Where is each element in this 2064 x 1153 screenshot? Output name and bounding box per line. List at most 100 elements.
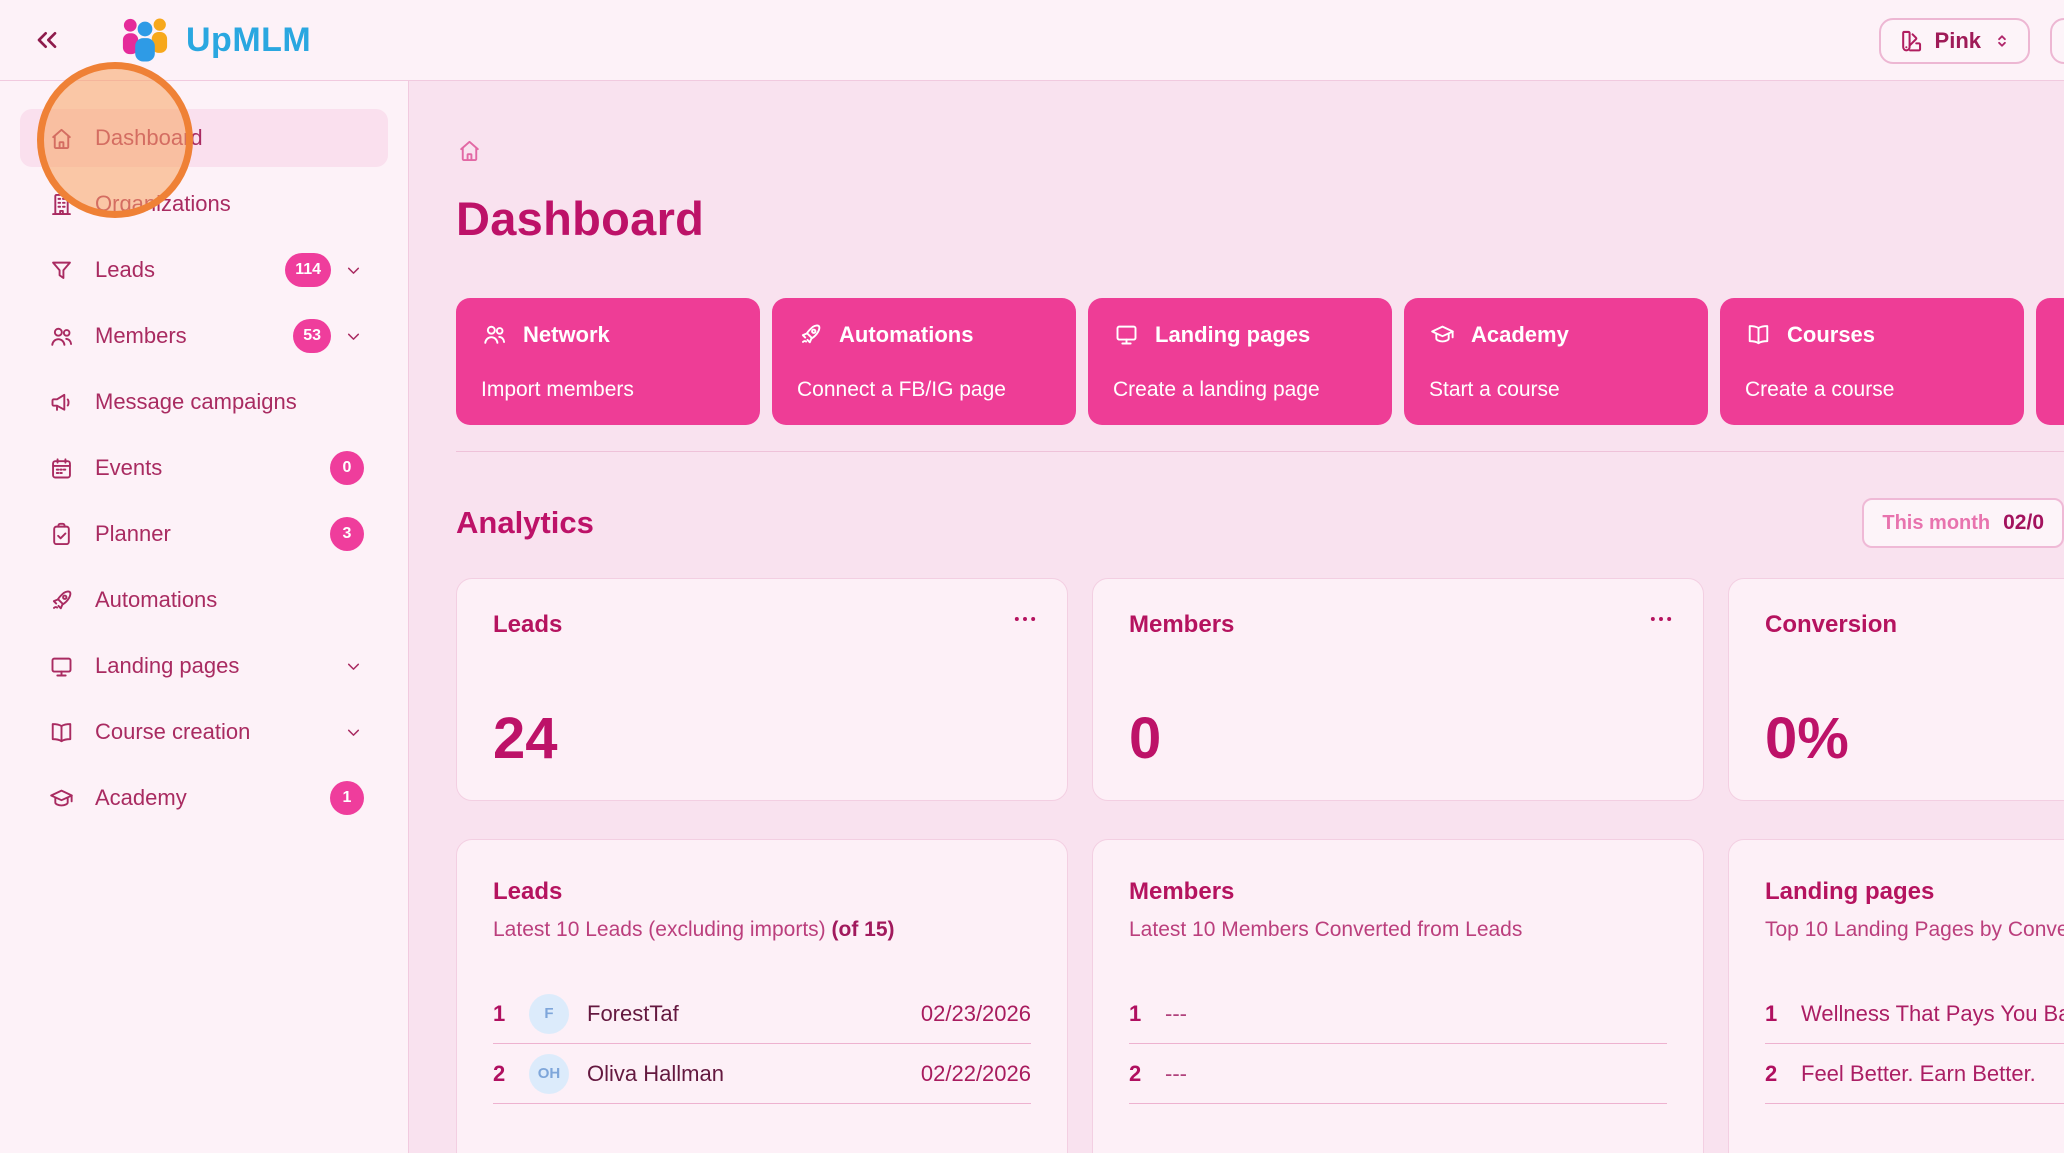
monitor-icon <box>1113 321 1140 348</box>
list-item[interactable]: 1 F ForestTaf 02/23/2026 <box>493 984 1031 1044</box>
list-item-name: Oliva Hallman <box>587 1060 724 1086</box>
sidebar-item-label: Planner <box>95 521 171 546</box>
stat-card-menu-button[interactable] <box>1011 605 1039 633</box>
chevron-updown-icon <box>1992 31 2012 51</box>
sidebar-item-label: Leads <box>95 257 155 282</box>
stat-card-title: Conversion <box>1765 611 1898 638</box>
sidebar-item-label: Organizations <box>95 191 231 216</box>
sidebar-item-label: Members <box>95 323 187 348</box>
list-item[interactable]: 2 OH Oliva Hallman 02/22/2026 <box>493 1044 1031 1104</box>
sidebar-item-label: Course creation <box>95 719 251 744</box>
sidebar-item-organizations[interactable]: Organizations <box>20 175 388 233</box>
list-card-members: Members Latest 10 Members Converted from … <box>1092 839 1704 1153</box>
quick-action-landing-pages[interactable]: Landing pages Create a landing page <box>1088 298 1392 425</box>
list-item-name: --- <box>1165 1060 1187 1086</box>
list-item-date: 02/23/2026 <box>920 1000 1031 1026</box>
sidebar-item-dashboard[interactable]: Dashboard <box>20 109 388 167</box>
sidebar-item-events[interactable]: Events 0 <box>20 439 388 497</box>
quick-action-header: Automations <box>797 321 1051 348</box>
sidebar-item-members[interactable]: Members 53 <box>20 307 388 365</box>
list-item[interactable]: 1 --- <box>1129 984 1667 1044</box>
sidebar-item-automations[interactable]: Automations <box>20 571 388 629</box>
chevron-down-icon <box>343 656 364 677</box>
quick-action-academy[interactable]: Academy Start a course <box>1404 298 1708 425</box>
stat-card-leads: Leads 24 <box>456 578 1068 801</box>
calendar-icon <box>48 455 75 482</box>
stat-card-conversion: Conversion 0% <box>1728 578 2064 801</box>
theme-select[interactable]: Pink <box>1878 18 2030 64</box>
funnel-icon <box>48 257 75 284</box>
sidebar: Dashboard Organizations Leads 114 Members 53 M… <box>0 81 409 1153</box>
list-item[interactable]: 1 Wellness That Pays You Back <box>1765 984 2064 1044</box>
quick-action-automations[interactable]: Automations Connect a FB/IG page <box>772 298 1076 425</box>
list-item-rank: 2 <box>1765 1060 1778 1086</box>
list-card-subtitle: Latest 10 Members Converted from Leads <box>1129 918 1667 942</box>
theme-select-value: Pink <box>1934 28 1981 53</box>
analytics-header: Analytics This month 02/0 <box>456 498 2064 548</box>
stat-card-value: 0% <box>1765 706 1849 771</box>
users-icon <box>481 321 508 348</box>
quick-action-network[interactable]: Network Import members <box>456 298 760 425</box>
top-bar: UpMLM Pink <box>0 0 2064 81</box>
clipped-toolbar-button[interactable] <box>2050 18 2064 64</box>
sidebar-item-message-campaigns[interactable]: Message campaigns <box>20 373 388 431</box>
list-item[interactable]: 2 --- <box>1129 1044 1667 1104</box>
list-card-leads: Leads Latest 10 Leads (excluding imports)… <box>456 839 1068 1153</box>
analytics-heading: Analytics <box>456 505 594 540</box>
list-card-title: Landing pages <box>1765 878 1935 905</box>
book-icon <box>48 719 75 746</box>
count-badge: 53 <box>293 319 331 353</box>
quick-action-courses[interactable]: Courses Create a course <box>1720 298 2024 425</box>
sidebar-item-planner[interactable]: Planner 3 <box>20 505 388 563</box>
list-card-subtitle-bold: (of 15) <box>831 918 895 941</box>
rocket-icon <box>797 321 824 348</box>
period-date: 02/0 <box>2003 511 2044 534</box>
clipboard-check-icon <box>48 521 75 548</box>
megaphone-icon <box>48 389 75 416</box>
sidebar-item-label: Message campaigns <box>95 389 297 414</box>
sidebar-item-landing-pages[interactable]: Landing pages <box>20 637 388 695</box>
list-card-subtitle: Latest 10 Leads (excluding imports) (of … <box>493 918 1031 942</box>
graduation-cap-icon <box>48 785 75 812</box>
quick-action-subtitle: Connect a FB/IG page <box>797 378 1006 401</box>
upmlm-people-logo-icon <box>122 18 168 62</box>
stat-cards-row: Leads 24 Members 0 Conversion 0% <box>456 578 2064 801</box>
list-item-name: Wellness That Pays You Back <box>1801 1000 2064 1026</box>
breadcrumb-home-icon[interactable] <box>456 137 483 164</box>
quick-action-clipped[interactable] <box>2036 298 2064 425</box>
list-item[interactable]: 2 Feel Better. Earn Better. <box>1765 1044 2064 1104</box>
quick-action-title: Courses <box>1787 321 1876 347</box>
list-rows: 1 F ForestTaf 02/23/2026 2 OH Oliva Hallman 02/… <box>493 984 1031 1104</box>
list-cards-row: Leads Latest 10 Leads (excluding imports)… <box>456 839 2064 1153</box>
graduation-cap-icon <box>1429 321 1456 348</box>
list-card-title: Leads <box>493 878 563 905</box>
page-title: Dashboard <box>456 192 705 245</box>
app-title: UpMLM <box>186 20 312 59</box>
period-selector[interactable]: This month 02/0 <box>1862 498 2064 548</box>
sidebar-collapse-button[interactable] <box>26 19 68 61</box>
list-rows: 1 Wellness That Pays You Back 2 Feel Better… <box>1765 984 2064 1104</box>
stat-card-members: Members 0 <box>1092 578 1704 801</box>
stat-card-title: Members <box>1129 611 1235 638</box>
stat-card-value: 0 <box>1129 706 1162 771</box>
app-logo: UpMLM <box>114 13 311 67</box>
quick-action-subtitle: Create a landing page <box>1113 378 1320 401</box>
stat-card-menu-button[interactable] <box>1647 605 1675 633</box>
sidebar-nav: Dashboard Organizations Leads 114 Members 53 M… <box>20 109 388 827</box>
count-badge: 0 <box>330 451 364 485</box>
count-badge: 3 <box>330 517 364 551</box>
count-badge: 1 <box>330 781 364 815</box>
sidebar-item-academy[interactable]: Academy 1 <box>20 769 388 827</box>
quick-action-header: Landing pages <box>1113 321 1367 348</box>
main-content: Dashboard Network Import members Automatio… <box>410 81 2064 1153</box>
sidebar-item-course-creation[interactable]: Course creation <box>20 703 388 761</box>
building-icon <box>48 191 75 218</box>
quick-action-header: Network <box>481 321 735 348</box>
list-item-date: 02/22/2026 <box>920 1060 1031 1086</box>
list-card-landing-pages: Landing pages Top 10 Landing Pages by Con… <box>1728 839 2064 1153</box>
stat-card-title: Leads <box>493 611 563 638</box>
rocket-icon <box>48 587 75 614</box>
list-item-rank: 1 <box>1129 1000 1142 1026</box>
sidebar-item-leads[interactable]: Leads 114 <box>20 241 388 299</box>
